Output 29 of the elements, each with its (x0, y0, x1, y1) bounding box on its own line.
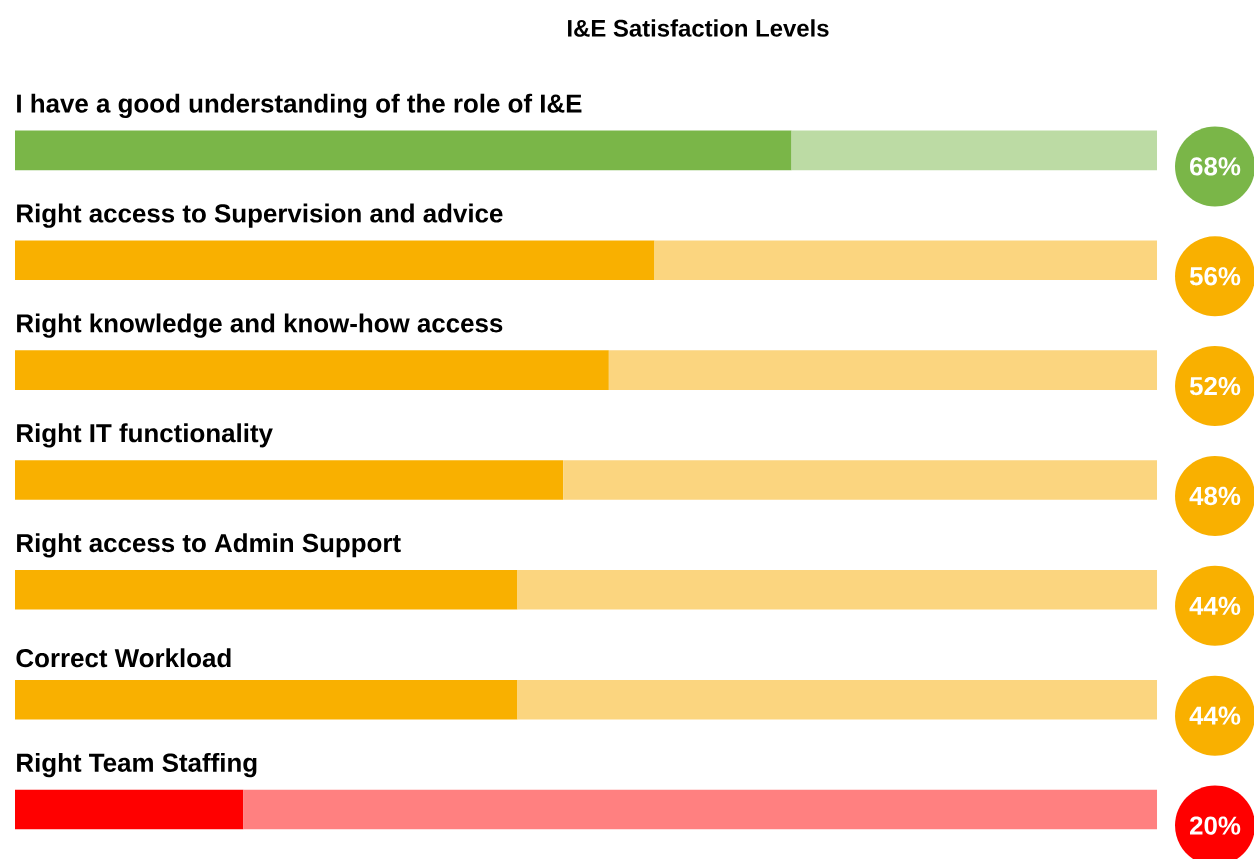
bar (15, 240, 655, 281)
bar (15, 460, 564, 500)
bar (563, 460, 1158, 500)
bar (15, 350, 609, 390)
y-tick-label: Right access to Supervision and advice (17, 203, 503, 228)
y-tick-label: Right knowledge and know-how access (17, 313, 503, 338)
data-label: 48% (1189, 486, 1241, 506)
data-label: 52% (1189, 376, 1241, 396)
bar (15, 679, 518, 720)
bar (654, 240, 1158, 281)
y-tick-label: Right access to Admin Support (17, 533, 401, 558)
bar (243, 789, 1158, 830)
bar (791, 130, 1158, 171)
chart-title: I&E Satisfaction Levels (568, 19, 829, 37)
bar (517, 679, 1158, 720)
data-label: 44% (1189, 706, 1241, 725)
y-tick-label: Right IT functionality (17, 423, 273, 448)
bar (15, 130, 792, 171)
y-tick-label: I have a good understanding of the role of I&E (17, 93, 582, 118)
bar (608, 350, 1158, 390)
y-tick-label: Correct Workload (16, 648, 231, 668)
data-label: 68% (1190, 157, 1241, 176)
data-label: 20% (1190, 816, 1241, 835)
y-tick-label: Right Team Staffing (17, 752, 257, 778)
bar (517, 570, 1158, 610)
bar (15, 570, 518, 610)
data-label: 44% (1189, 596, 1241, 615)
bar (15, 789, 244, 830)
data-label: 56% (1189, 267, 1241, 286)
